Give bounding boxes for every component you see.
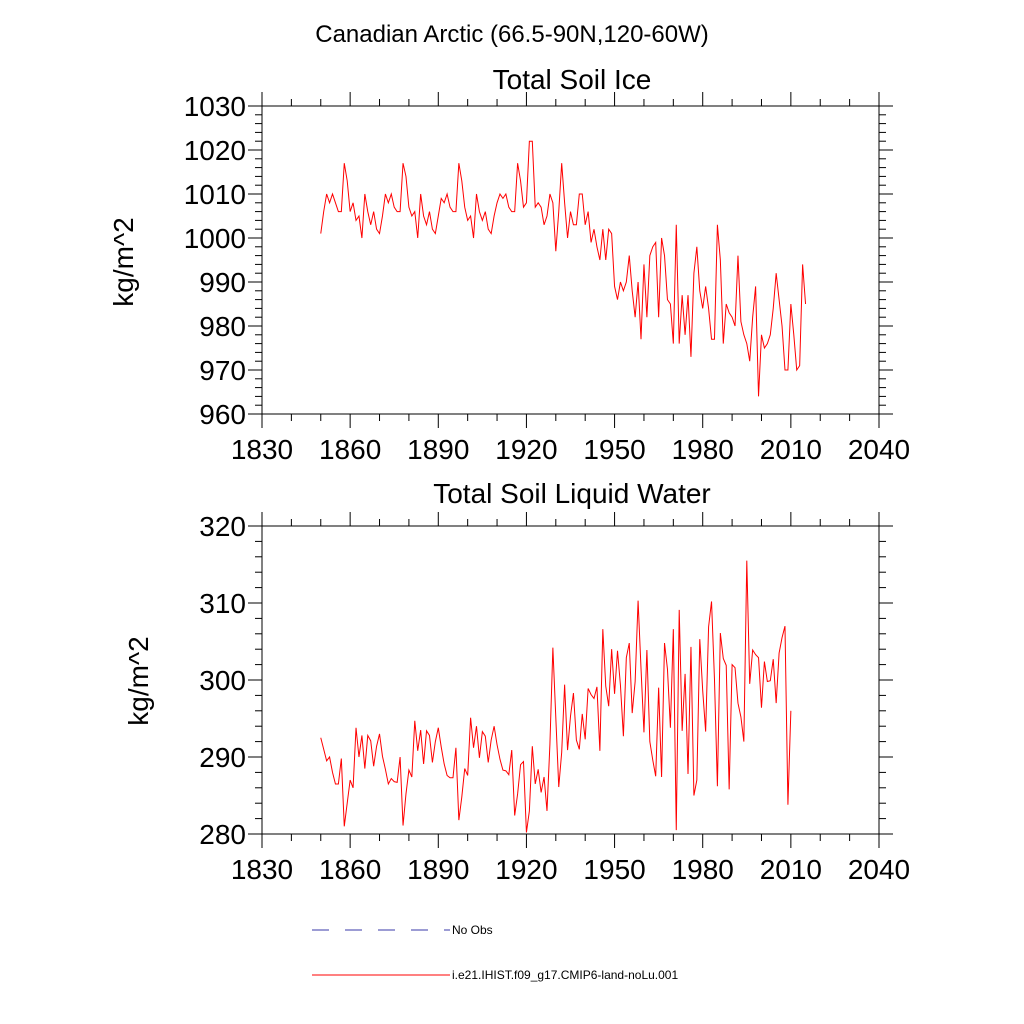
series-line-soil-ice — [320, 140, 807, 397]
y-tick-label: 320 — [199, 511, 246, 542]
y-tick-label: 300 — [199, 665, 246, 696]
x-tick-label: 1920 — [495, 434, 557, 465]
x-tick-label: 2040 — [848, 854, 910, 885]
y-tick-labels-soil-ice: 960 970 980 990 1000 1010 1020 1030 — [184, 91, 246, 430]
x-tick-label: 2010 — [760, 434, 822, 465]
x-tick-label: 1830 — [231, 434, 293, 465]
x-tick-label: 1860 — [319, 434, 381, 465]
ticks-soil-ice — [248, 92, 893, 428]
x-tick-labels-soil-ice: 1830 1860 1890 1920 1950 1980 2010 2040 — [231, 434, 910, 465]
y-tick-label: 980 — [199, 311, 246, 342]
x-tick-label: 1980 — [672, 434, 734, 465]
x-tick-label: 1830 — [231, 854, 293, 885]
y-tick-label: 1010 — [184, 179, 246, 210]
plot-frame-soil-ice — [261, 105, 880, 415]
x-tick-label: 1950 — [583, 854, 645, 885]
legend-label-model: i.e21.IHIST.f09_g17.CMIP6-land-noLu.001 — [452, 968, 678, 982]
figure-title: Canadian Arctic (66.5-90N,120-60W) — [315, 21, 709, 48]
x-tick-label: 2040 — [848, 434, 910, 465]
y-tick-label: 1020 — [184, 135, 246, 166]
ticks-soil-liquid-water — [248, 512, 893, 848]
legend: No Obs i.e21.IHIST.f09_g17.CMIP6-land-no… — [312, 923, 678, 982]
legend-label-no-obs: No Obs — [452, 923, 493, 937]
x-tick-label: 1980 — [672, 854, 734, 885]
panel-title-soil-ice: Total Soil Ice — [493, 64, 652, 95]
panel-total-soil-liquid-water: Total Soil Liquid Water kg/m^2 280 290 300… — [123, 478, 910, 885]
y-tick-labels-soil-liquid-water: 280 290 300 310 320 — [199, 511, 246, 850]
series-line-soil-liquid-water — [320, 560, 792, 833]
x-tick-label: 1890 — [407, 854, 469, 885]
y-tick-label: 290 — [199, 742, 246, 773]
y-tick-label: 990 — [199, 267, 246, 298]
x-tick-label: 1950 — [583, 434, 645, 465]
y-tick-label: 1000 — [184, 223, 246, 254]
x-tick-label: 1920 — [495, 854, 557, 885]
y-tick-label: 970 — [199, 355, 246, 386]
y-axis-label-soil-liquid-water: kg/m^2 — [123, 636, 154, 725]
panel-total-soil-ice: Total Soil Ice kg/m^2 960 970 980 990 1000 10… — [108, 64, 910, 465]
y-axis-label-soil-ice: kg/m^2 — [108, 217, 139, 306]
plot-frame-soil-liquid-water — [261, 525, 880, 835]
y-tick-label: 310 — [199, 588, 246, 619]
x-tick-label: 1860 — [319, 854, 381, 885]
y-tick-label: 960 — [199, 399, 246, 430]
y-tick-label: 280 — [199, 819, 246, 850]
x-tick-label: 2010 — [760, 854, 822, 885]
x-tick-labels-soil-liquid-water: 1830 1860 1890 1920 1950 1980 2010 2040 — [231, 854, 910, 885]
x-tick-label: 1890 — [407, 434, 469, 465]
panel-title-soil-liquid-water: Total Soil Liquid Water — [433, 478, 711, 509]
y-tick-label: 1030 — [184, 91, 246, 122]
